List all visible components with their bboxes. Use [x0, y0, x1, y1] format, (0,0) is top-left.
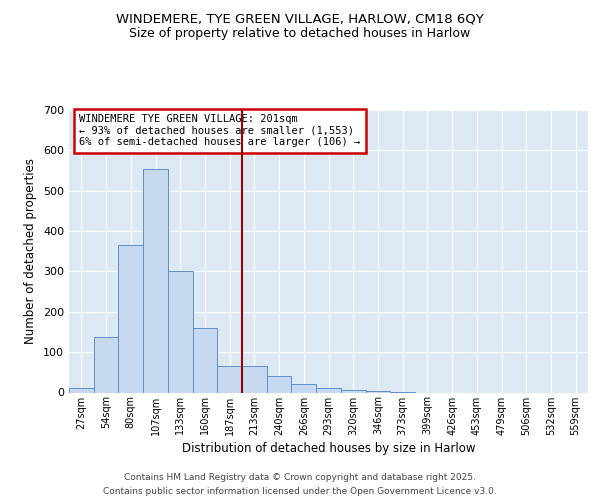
Bar	[341, 390, 365, 392]
Bar	[316, 388, 341, 392]
Bar	[217, 366, 242, 392]
Bar	[267, 376, 292, 392]
Text: Contains public sector information licensed under the Open Government Licence v3: Contains public sector information licen…	[103, 488, 497, 496]
Bar	[143, 168, 168, 392]
Text: WINDEMERE TYE GREEN VILLAGE: 201sqm
← 93% of detached houses are smaller (1,553): WINDEMERE TYE GREEN VILLAGE: 201sqm ← 93…	[79, 114, 361, 148]
Text: Size of property relative to detached houses in Harlow: Size of property relative to detached ho…	[130, 28, 470, 40]
Text: WINDEMERE, TYE GREEN VILLAGE, HARLOW, CM18 6QY: WINDEMERE, TYE GREEN VILLAGE, HARLOW, CM…	[116, 12, 484, 26]
X-axis label: Distribution of detached houses by size in Harlow: Distribution of detached houses by size …	[182, 442, 475, 454]
Bar	[242, 366, 267, 392]
Bar	[292, 384, 316, 392]
Text: Contains HM Land Registry data © Crown copyright and database right 2025.: Contains HM Land Registry data © Crown c…	[124, 472, 476, 482]
Bar	[193, 328, 217, 392]
Bar	[94, 337, 118, 392]
Bar	[168, 272, 193, 392]
Bar	[118, 245, 143, 392]
Y-axis label: Number of detached properties: Number of detached properties	[25, 158, 37, 344]
Bar	[69, 388, 94, 392]
